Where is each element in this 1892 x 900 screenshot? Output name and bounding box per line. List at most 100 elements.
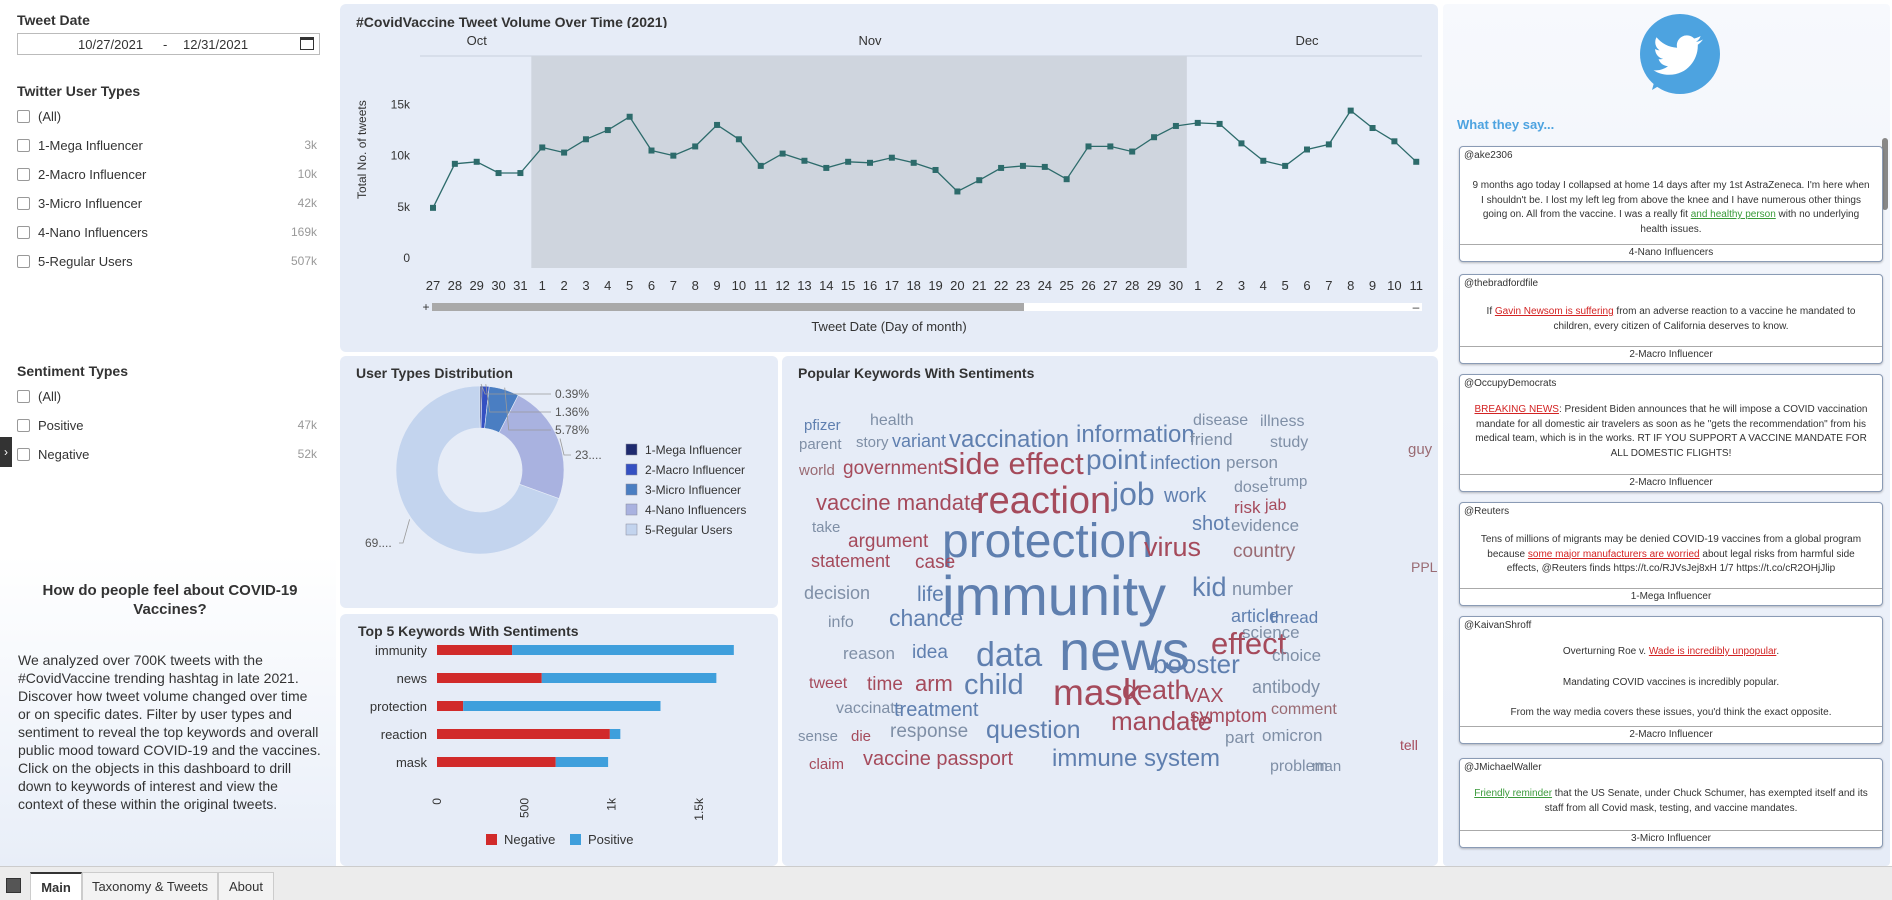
user-type-option[interactable]: 5-Regular Users 507k	[17, 252, 317, 272]
wordcloud-word[interactable]: VAX	[1185, 685, 1224, 707]
wordcloud-word[interactable]: reaction	[976, 480, 1112, 522]
user-type-option[interactable]: 4-Nano Influencers 169k	[17, 223, 317, 243]
tweet-highlight[interactable]: some major manufacturers are worried	[1527, 548, 1700, 560]
wordcloud-word[interactable]: data	[976, 636, 1043, 674]
wordcloud-word[interactable]: idea	[912, 642, 948, 663]
wordcloud-word[interactable]: tweet	[809, 675, 848, 692]
wordcloud-word[interactable]: pfizer	[804, 417, 841, 434]
tweet-card[interactable]: @KaivanShroff Overturning Roe v. Wade is …	[1459, 616, 1883, 744]
wordcloud-word[interactable]: choice	[1272, 646, 1322, 665]
wordcloud-word[interactable]: guy	[1408, 441, 1433, 458]
wordcloud-word[interactable]: science	[1242, 623, 1300, 642]
wordcloud-word[interactable]: immune system	[1052, 745, 1221, 772]
sentiment-option[interactable]: (All)	[17, 387, 317, 407]
user-type-option[interactable]: 2-Macro Influencer 10k	[17, 165, 317, 185]
wordcloud-word[interactable]: world	[799, 462, 835, 479]
wordcloud-word[interactable]: statement	[811, 551, 891, 571]
wordcloud-word[interactable]: trump	[1269, 473, 1308, 490]
wordcloud-word[interactable]: person	[1226, 453, 1278, 472]
wordcloud-word[interactable]: illness	[1260, 413, 1305, 430]
wordcloud-word[interactable]: risk	[1234, 498, 1261, 517]
wordcloud-word[interactable]: vaccine passport	[863, 748, 1014, 770]
wordcloud-word[interactable]: child	[964, 669, 1024, 701]
wordcloud-word[interactable]: info	[828, 614, 854, 631]
tab-taxonomy-tweets[interactable]: Taxonomy & Tweets	[82, 872, 218, 900]
wordcloud-word[interactable]: health	[870, 412, 914, 429]
user-type-option[interactable]: 3-Micro Influencer 42k	[17, 194, 317, 214]
tweet-highlight[interactable]: and healthy person	[1690, 209, 1776, 220]
tweet-highlight[interactable]: BREAKING NEWS	[1474, 404, 1559, 415]
wordcloud-word[interactable]: question	[986, 716, 1081, 744]
tweet-highlight[interactable]: Friendly reminder	[1474, 788, 1553, 799]
checkbox[interactable]	[17, 168, 30, 181]
wordcloud-word[interactable]: argument	[848, 531, 929, 552]
wordcloud-word[interactable]: variant	[892, 431, 947, 451]
wordcloud-word[interactable]: antibody	[1252, 677, 1321, 697]
date-end[interactable]: 12/31/2021	[183, 37, 249, 52]
sheet-grid-icon[interactable]	[6, 878, 21, 893]
wordcloud-word[interactable]: government	[843, 458, 944, 479]
tweet-card[interactable]: @thebradfordfile If Gavin Newsom is suffe…	[1459, 274, 1883, 364]
sentiment-option[interactable]: Negative 52k	[17, 445, 317, 465]
wordcloud-word[interactable]: problem	[1270, 758, 1328, 775]
wordcloud-word[interactable]: virus	[1144, 532, 1202, 562]
tweet-highlight[interactable]: Gavin Newsom is suffering	[1494, 306, 1614, 317]
wordcloud-word[interactable]: article	[1231, 606, 1280, 626]
checkbox[interactable]	[17, 110, 30, 123]
tweet-card[interactable]: @ake2306 9 months ago today I collapsed a…	[1459, 146, 1883, 262]
checkbox[interactable]	[17, 448, 30, 461]
wordcloud-word[interactable]: immunity	[942, 564, 1167, 627]
wordcloud-word[interactable]: number	[1232, 579, 1294, 599]
wordcloud-word[interactable]: effect	[1211, 626, 1287, 661]
checkbox[interactable]	[17, 390, 30, 403]
wordcloud-word[interactable]: study	[1270, 434, 1309, 451]
wordcloud-word[interactable]: thread	[1270, 608, 1319, 627]
wordcloud-word[interactable]: vaccinate	[836, 700, 904, 717]
user-type-option[interactable]: 1-Mega Influencer 3k	[17, 136, 317, 156]
wordcloud-word[interactable]: treatment	[894, 699, 979, 721]
date-start[interactable]: 10/27/2021	[78, 37, 144, 52]
wordcloud-word[interactable]: tell	[1400, 737, 1418, 753]
wordcloud-word[interactable]: work	[1164, 485, 1207, 507]
wordcloud-word[interactable]: jab	[1265, 497, 1287, 514]
wordcloud-word[interactable]: parent	[799, 436, 842, 453]
wordcloud-word[interactable]: arm	[915, 671, 953, 696]
wordcloud-word[interactable]: man	[1312, 758, 1342, 775]
wordcloud-word[interactable]: evidence	[1231, 516, 1300, 535]
tab-main[interactable]: Main	[30, 872, 82, 900]
checkbox[interactable]	[17, 197, 30, 210]
wordcloud-word[interactable]: reason	[843, 644, 895, 663]
wordcloud-word[interactable]: PPL	[1411, 559, 1438, 575]
wordcloud-word[interactable]: job	[1112, 476, 1155, 512]
wordcloud-word[interactable]: take	[812, 519, 841, 536]
wordcloud-word[interactable]: comment	[1271, 701, 1337, 718]
wordcloud-word[interactable]: sense	[798, 728, 839, 745]
wordcloud-word[interactable]: symptom	[1190, 706, 1268, 727]
wordcloud-word[interactable]: news	[1059, 619, 1190, 682]
wordcloud-word[interactable]: claim	[809, 756, 845, 773]
wordcloud-word[interactable]: mandate	[1111, 706, 1213, 736]
wordcloud-word[interactable]: part	[1225, 728, 1255, 747]
wordcloud-word[interactable]: decision	[804, 583, 871, 603]
wordcloud-word[interactable]: disease	[1193, 412, 1249, 429]
wordcloud-word[interactable]: mask	[1053, 672, 1142, 713]
wordcloud-word[interactable]: infection	[1150, 453, 1221, 474]
wordcloud-word[interactable]: die	[851, 728, 872, 745]
checkbox[interactable]	[17, 419, 30, 432]
checkbox[interactable]	[17, 226, 30, 239]
wordcloud-word[interactable]: kid	[1192, 572, 1227, 602]
wordcloud[interactable]: pfizer health disease illness parent story var…	[782, 356, 1438, 866]
calendar-icon[interactable]	[300, 37, 314, 50]
tweet-card[interactable]: @OccupyDemocrats BREAKING NEWS: President…	[1459, 374, 1883, 492]
wordcloud-word[interactable]: country	[1233, 541, 1296, 562]
wordcloud-word[interactable]: life	[917, 583, 944, 606]
wordcloud-word[interactable]: story	[856, 434, 889, 451]
wordcloud-word[interactable]: case	[915, 552, 956, 573]
wordcloud-word[interactable]: death	[1122, 675, 1190, 705]
user-types-donut[interactable]: 0.39% 1.36% 5.78% 23.... 69.... 1-Mega Influe…	[340, 356, 778, 608]
wordcloud-word[interactable]: point	[1086, 444, 1147, 475]
tab-about[interactable]: About	[218, 872, 274, 900]
user-type-option[interactable]: (All)	[17, 107, 317, 127]
wordcloud-word[interactable]: time	[867, 674, 903, 695]
